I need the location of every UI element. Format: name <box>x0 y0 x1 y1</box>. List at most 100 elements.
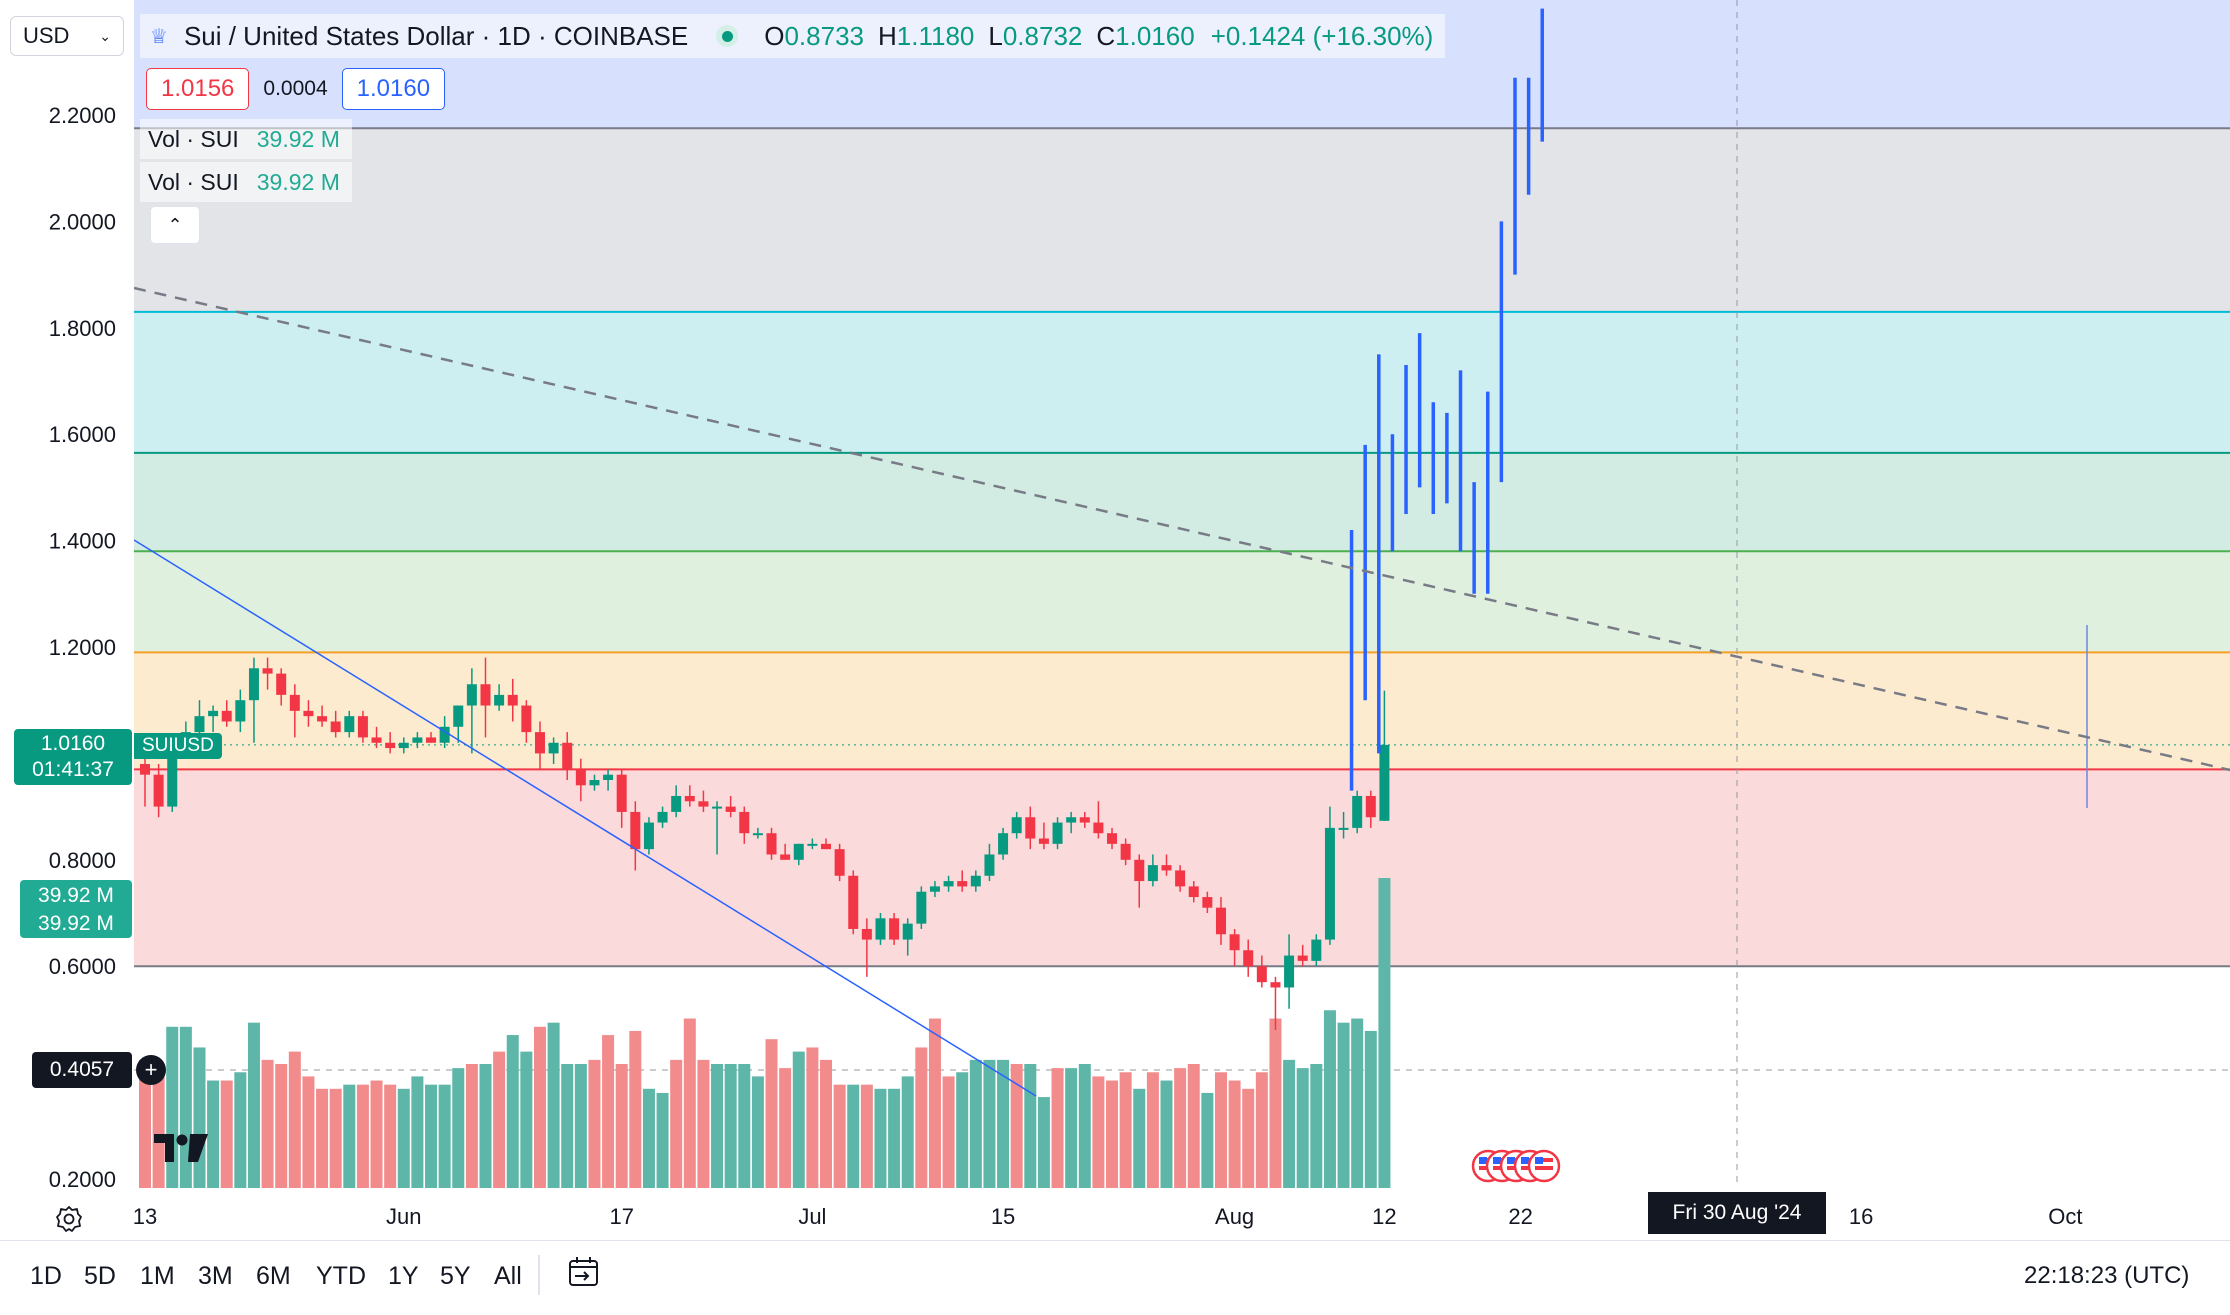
bid-button[interactable]: 1.0156 <box>146 68 250 110</box>
volume-bar <box>1323 1010 1336 1188</box>
volume-bar <box>438 1084 451 1188</box>
us-flag-event-icon[interactable] <box>1527 1149 1561 1183</box>
volume-bar <box>1187 1064 1200 1188</box>
price-chart[interactable]: 2.2000 2.0000 1.8000 1.6000 1.4000 1.2000 0.80… <box>0 0 2230 1240</box>
volume-bar <box>711 1064 724 1188</box>
volume-bar <box>1296 1068 1309 1188</box>
candle-body <box>221 710 232 722</box>
dashed-trendline[interactable] <box>134 286 2230 772</box>
candle-body <box>1352 795 1363 828</box>
volume-bar <box>792 1051 805 1188</box>
candle-body <box>426 737 437 743</box>
toolbar-divider <box>538 1255 540 1295</box>
candle-body <box>998 833 1009 855</box>
volume-value: 39.92 M <box>38 884 114 907</box>
candle-body <box>140 764 150 775</box>
change-value: +0.1424 (+16.30%) <box>1210 20 1434 51</box>
range-5y-button[interactable]: 5Y <box>440 1262 471 1290</box>
volume-bar <box>724 1064 737 1188</box>
volume-bar <box>533 1026 546 1188</box>
candle-body <box>1079 817 1090 823</box>
volume-bar <box>942 1076 955 1188</box>
utc-clock[interactable]: 22:18:23 (UTC) <box>2024 1262 2190 1289</box>
volume-indicator-legend[interactable]: Vol · SUI 39.92 M <box>140 162 352 202</box>
price-axis-label: 1.4000 <box>49 529 116 554</box>
currency-label: USD <box>23 23 70 48</box>
volume-bar <box>1310 1064 1323 1188</box>
candle-body <box>848 875 859 929</box>
volume-bar <box>152 1068 165 1188</box>
candle-body <box>589 780 600 786</box>
price-axis-label: 1.2000 <box>49 635 116 660</box>
candle-body <box>603 774 614 780</box>
candle-body <box>684 795 695 802</box>
volume-bar <box>234 1072 247 1188</box>
candle-body <box>1338 827 1349 830</box>
time-axis-label: 12 <box>1372 1204 1396 1229</box>
add-alert-plus-icon[interactable]: + <box>136 1055 166 1085</box>
range-1y-button[interactable]: 1Y <box>388 1262 419 1290</box>
time-axis-label: Oct <box>2048 1204 2082 1229</box>
range-1m-button[interactable]: 1M <box>140 1262 175 1290</box>
candle-body <box>889 918 900 940</box>
candle-body <box>575 769 586 786</box>
candle-body <box>1038 838 1049 844</box>
range-1d-button[interactable]: 1D <box>30 1262 62 1290</box>
volume-bar <box>615 1064 628 1188</box>
candle-body <box>385 742 396 749</box>
last-price-value: 1.0160 <box>40 732 106 755</box>
volume-bar <box>179 1026 192 1188</box>
range-6m-button[interactable]: 6M <box>256 1262 291 1290</box>
market-status-icon[interactable] <box>716 25 739 47</box>
volume-bar <box>425 1084 438 1188</box>
tradingview-logo[interactable] <box>152 1130 210 1166</box>
range-5d-button[interactable]: 5D <box>84 1262 116 1290</box>
close-label: C <box>1096 20 1116 51</box>
candle-body <box>807 843 818 846</box>
volume-bar <box>329 1088 342 1188</box>
indicator-value: 39.92 M <box>256 168 340 195</box>
candle-body <box>957 881 968 887</box>
volume-bar <box>901 1076 914 1188</box>
candle-body <box>289 694 300 711</box>
volume-indicator-legend[interactable]: Vol · SUI 39.92 M <box>140 119 352 159</box>
currency-select[interactable]: USD ⌄ <box>10 16 124 56</box>
volume-bar <box>384 1084 397 1188</box>
date-range-calendar-icon[interactable] <box>566 1254 602 1290</box>
symbol-legend[interactable]: ♕ Sui / United States Dollar · 1D · COIN… <box>140 14 1446 58</box>
candle-body <box>1025 817 1036 839</box>
candle-body <box>1284 955 1295 988</box>
volume-bar <box>806 1047 819 1188</box>
range-all-button[interactable]: All <box>494 1262 522 1290</box>
candle-body <box>834 849 845 876</box>
volume-bar <box>288 1051 301 1188</box>
collapse-legend-button[interactable]: ⌃ <box>150 206 200 244</box>
volume-bar <box>574 1064 587 1188</box>
candle-body <box>929 886 940 892</box>
bottom-toolbar <box>0 1240 2230 1315</box>
price-axis-label: 0.8000 <box>49 848 116 873</box>
volume-bar <box>779 1068 792 1188</box>
range-ytd-button[interactable]: YTD <box>316 1262 366 1290</box>
fib-zone-green <box>134 551 2230 653</box>
candle-body <box>902 923 913 940</box>
volume-bar <box>915 1047 928 1188</box>
volume-bar <box>1364 1030 1377 1188</box>
range-3m-button[interactable]: 3M <box>198 1262 233 1290</box>
volume-bar <box>697 1059 710 1188</box>
blue-trendline[interactable] <box>134 539 1037 1097</box>
volume-bar <box>1337 1022 1350 1188</box>
candle-body <box>1052 822 1063 844</box>
fib-zone-red <box>134 769 2230 967</box>
candle-body <box>1147 865 1158 882</box>
ask-button[interactable]: 1.0160 <box>341 68 446 110</box>
candle-body <box>466 684 477 706</box>
candle-body <box>453 705 464 727</box>
volume-bar <box>411 1076 424 1188</box>
flag-stripe <box>1535 1166 1553 1170</box>
symbol-title: Sui / United States Dollar · 1D · COINBA… <box>183 20 689 51</box>
candle-body <box>1270 982 1281 988</box>
settings-gear-icon[interactable] <box>52 1202 86 1236</box>
candle-body <box>330 721 341 733</box>
candle-body <box>861 928 872 940</box>
